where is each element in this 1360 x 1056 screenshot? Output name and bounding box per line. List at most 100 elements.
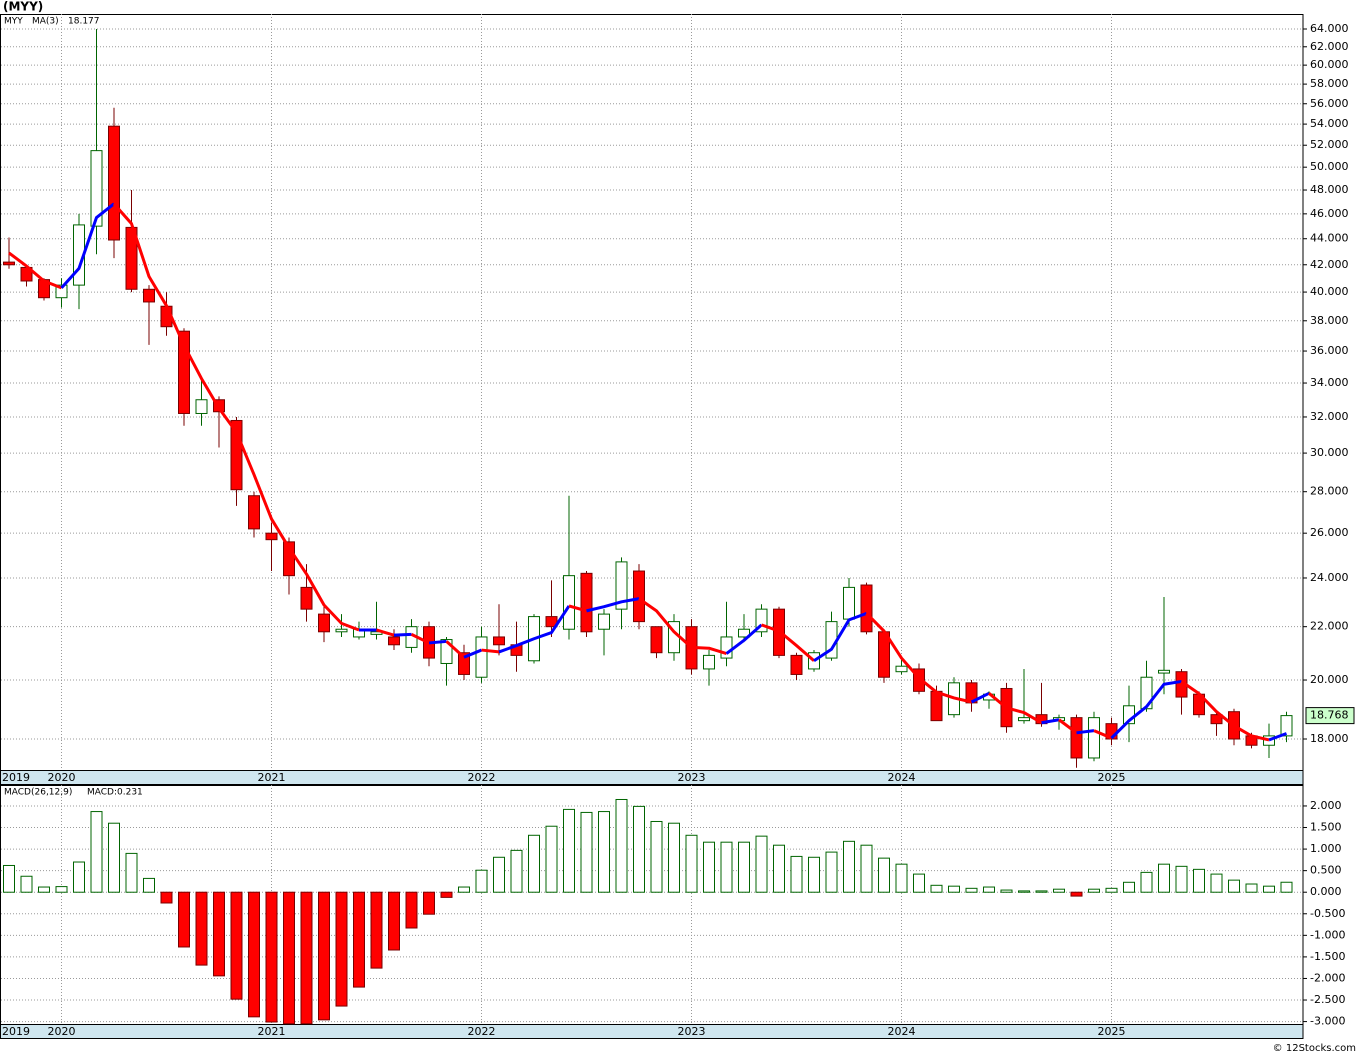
macd-bar bbox=[318, 891, 330, 1021]
y-tick-label: 62.000 bbox=[1310, 40, 1349, 53]
ma-line bbox=[865, 612, 972, 704]
y-tick-label: 58.000 bbox=[1310, 77, 1349, 90]
candle-body bbox=[913, 668, 925, 692]
macd-bar bbox=[1053, 888, 1065, 893]
macd-bar bbox=[825, 851, 838, 893]
ma-line bbox=[586, 597, 640, 613]
y-tick-label: 42.000 bbox=[1310, 258, 1349, 271]
candle-body bbox=[195, 399, 208, 414]
macd-bar bbox=[423, 891, 435, 915]
x-tick-label: 2020 bbox=[48, 1025, 76, 1038]
macd-bar bbox=[1035, 890, 1048, 893]
macd-bar bbox=[1228, 879, 1240, 893]
legend-label: MYY bbox=[4, 17, 23, 27]
ma-line bbox=[1268, 732, 1288, 742]
candle-body bbox=[3, 261, 15, 266]
macd-bar bbox=[1105, 887, 1118, 893]
macd-bar bbox=[160, 891, 173, 904]
x-tick-label: 2020 bbox=[48, 771, 76, 784]
x-tick-label: 2024 bbox=[888, 1025, 916, 1038]
candle-body bbox=[300, 586, 313, 610]
y-tick-label: 36.000 bbox=[1310, 344, 1349, 357]
ma-line bbox=[568, 604, 587, 613]
macd-bar bbox=[1123, 881, 1135, 893]
last-price-box bbox=[1305, 707, 1355, 725]
y-tick-label: 18.000 bbox=[1310, 732, 1349, 745]
macd-bar bbox=[143, 877, 155, 893]
candle-body bbox=[318, 613, 330, 633]
y-tick-label: 46.000 bbox=[1310, 207, 1349, 220]
ma-line bbox=[376, 628, 395, 637]
ma-line bbox=[8, 251, 63, 290]
candle-body bbox=[265, 532, 278, 541]
macd-bar bbox=[493, 856, 505, 893]
y-tick-label: 38.000 bbox=[1310, 314, 1349, 327]
macd-bar bbox=[405, 891, 418, 929]
macd-bar bbox=[335, 891, 348, 1007]
ma-line bbox=[1093, 729, 1113, 740]
ma-line bbox=[498, 605, 571, 654]
y-tick-label: 64.000 bbox=[1310, 22, 1349, 35]
x-tick-label: 2022 bbox=[468, 771, 496, 784]
macd-bar bbox=[440, 891, 453, 898]
ma-line bbox=[638, 597, 727, 655]
ma-line bbox=[1058, 718, 1078, 735]
ma-line bbox=[988, 692, 1043, 725]
candle-body bbox=[1263, 735, 1275, 746]
macd-bar bbox=[773, 844, 785, 893]
y-tick-label: 1.500 bbox=[1310, 821, 1342, 834]
y-tick-label: 54.000 bbox=[1310, 117, 1349, 130]
source: © 12Stocks.com bbox=[1273, 1043, 1356, 1054]
y-tick-label: -1.000 bbox=[1310, 928, 1345, 941]
candle-body bbox=[563, 575, 575, 630]
candle-body bbox=[720, 636, 733, 659]
y-tick-label: 34.000 bbox=[1310, 376, 1349, 389]
ma-line bbox=[60, 202, 115, 289]
macd-bar bbox=[633, 805, 645, 893]
x-tick-label: 2025 bbox=[1098, 771, 1126, 784]
macd-bar bbox=[3, 864, 15, 893]
chart-title: (MYY) bbox=[3, 0, 43, 14]
y-tick-label: 30.000 bbox=[1310, 446, 1349, 459]
ma-line bbox=[393, 632, 412, 637]
candle-body bbox=[965, 682, 978, 704]
macd-bar bbox=[1070, 891, 1083, 897]
macd-bar bbox=[808, 856, 820, 893]
macd-bar bbox=[598, 811, 610, 893]
macd-bar bbox=[983, 886, 995, 893]
candle-body bbox=[755, 608, 768, 633]
legend-value: MACD:0.231 bbox=[87, 788, 143, 798]
macd-bar bbox=[283, 891, 295, 1025]
y-tick-label: 50.000 bbox=[1310, 160, 1349, 173]
candle-body bbox=[55, 284, 68, 299]
ma-line bbox=[1041, 718, 1060, 725]
y-tick-label: 60.000 bbox=[1310, 58, 1349, 71]
macd-bar bbox=[650, 820, 663, 893]
candle-body bbox=[1088, 717, 1100, 759]
macd-bar bbox=[878, 857, 890, 893]
candle-body bbox=[388, 636, 400, 646]
x-tick-label: 2021 bbox=[258, 771, 286, 784]
legend-label: MA(3) bbox=[32, 17, 59, 27]
legend-label: MACD(26,12,9) bbox=[4, 788, 72, 798]
candle-body bbox=[1018, 717, 1030, 722]
macd-bar bbox=[720, 841, 733, 893]
macd-bar bbox=[703, 841, 715, 893]
macd-bar bbox=[1088, 888, 1100, 893]
macd-bar bbox=[458, 886, 470, 893]
macd-bar bbox=[38, 886, 50, 893]
x-tick-label: 2024 bbox=[888, 771, 916, 784]
macd-bar bbox=[948, 885, 960, 893]
y-tick-label: 32.000 bbox=[1310, 410, 1349, 423]
macd-bar bbox=[965, 887, 978, 893]
macd-bar bbox=[1140, 871, 1153, 893]
y-tick-label: 24.000 bbox=[1310, 571, 1349, 584]
candle-body bbox=[143, 288, 155, 303]
candle-body bbox=[1140, 676, 1153, 710]
y-tick-label: 22.000 bbox=[1310, 620, 1349, 633]
candle-body bbox=[580, 572, 593, 633]
last-price-label: 18.768 bbox=[1310, 709, 1349, 722]
ma-line bbox=[112, 202, 360, 632]
y-tick-label: 52.000 bbox=[1310, 138, 1349, 151]
x-axis-strip bbox=[0, 1024, 1304, 1039]
